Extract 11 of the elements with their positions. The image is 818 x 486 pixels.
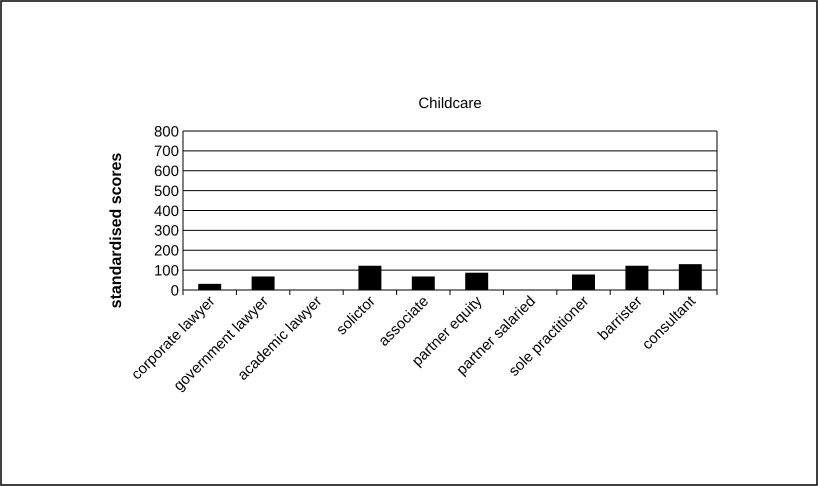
y-tick-label: 800	[154, 123, 179, 140]
y-tick-label: 400	[154, 202, 179, 220]
y-tick-label: 100	[154, 262, 179, 280]
y-tick-label: 600	[154, 163, 179, 180]
y-tick-label: 0	[170, 282, 179, 300]
y-axis-title: standardised scores	[108, 152, 125, 308]
chart-title: Childcare	[418, 95, 482, 112]
y-tick-label: 500	[154, 182, 179, 200]
y-tick-label: 300	[154, 222, 179, 240]
y-tick-label: 700	[154, 143, 179, 160]
y-tick-label: 200	[154, 242, 179, 260]
